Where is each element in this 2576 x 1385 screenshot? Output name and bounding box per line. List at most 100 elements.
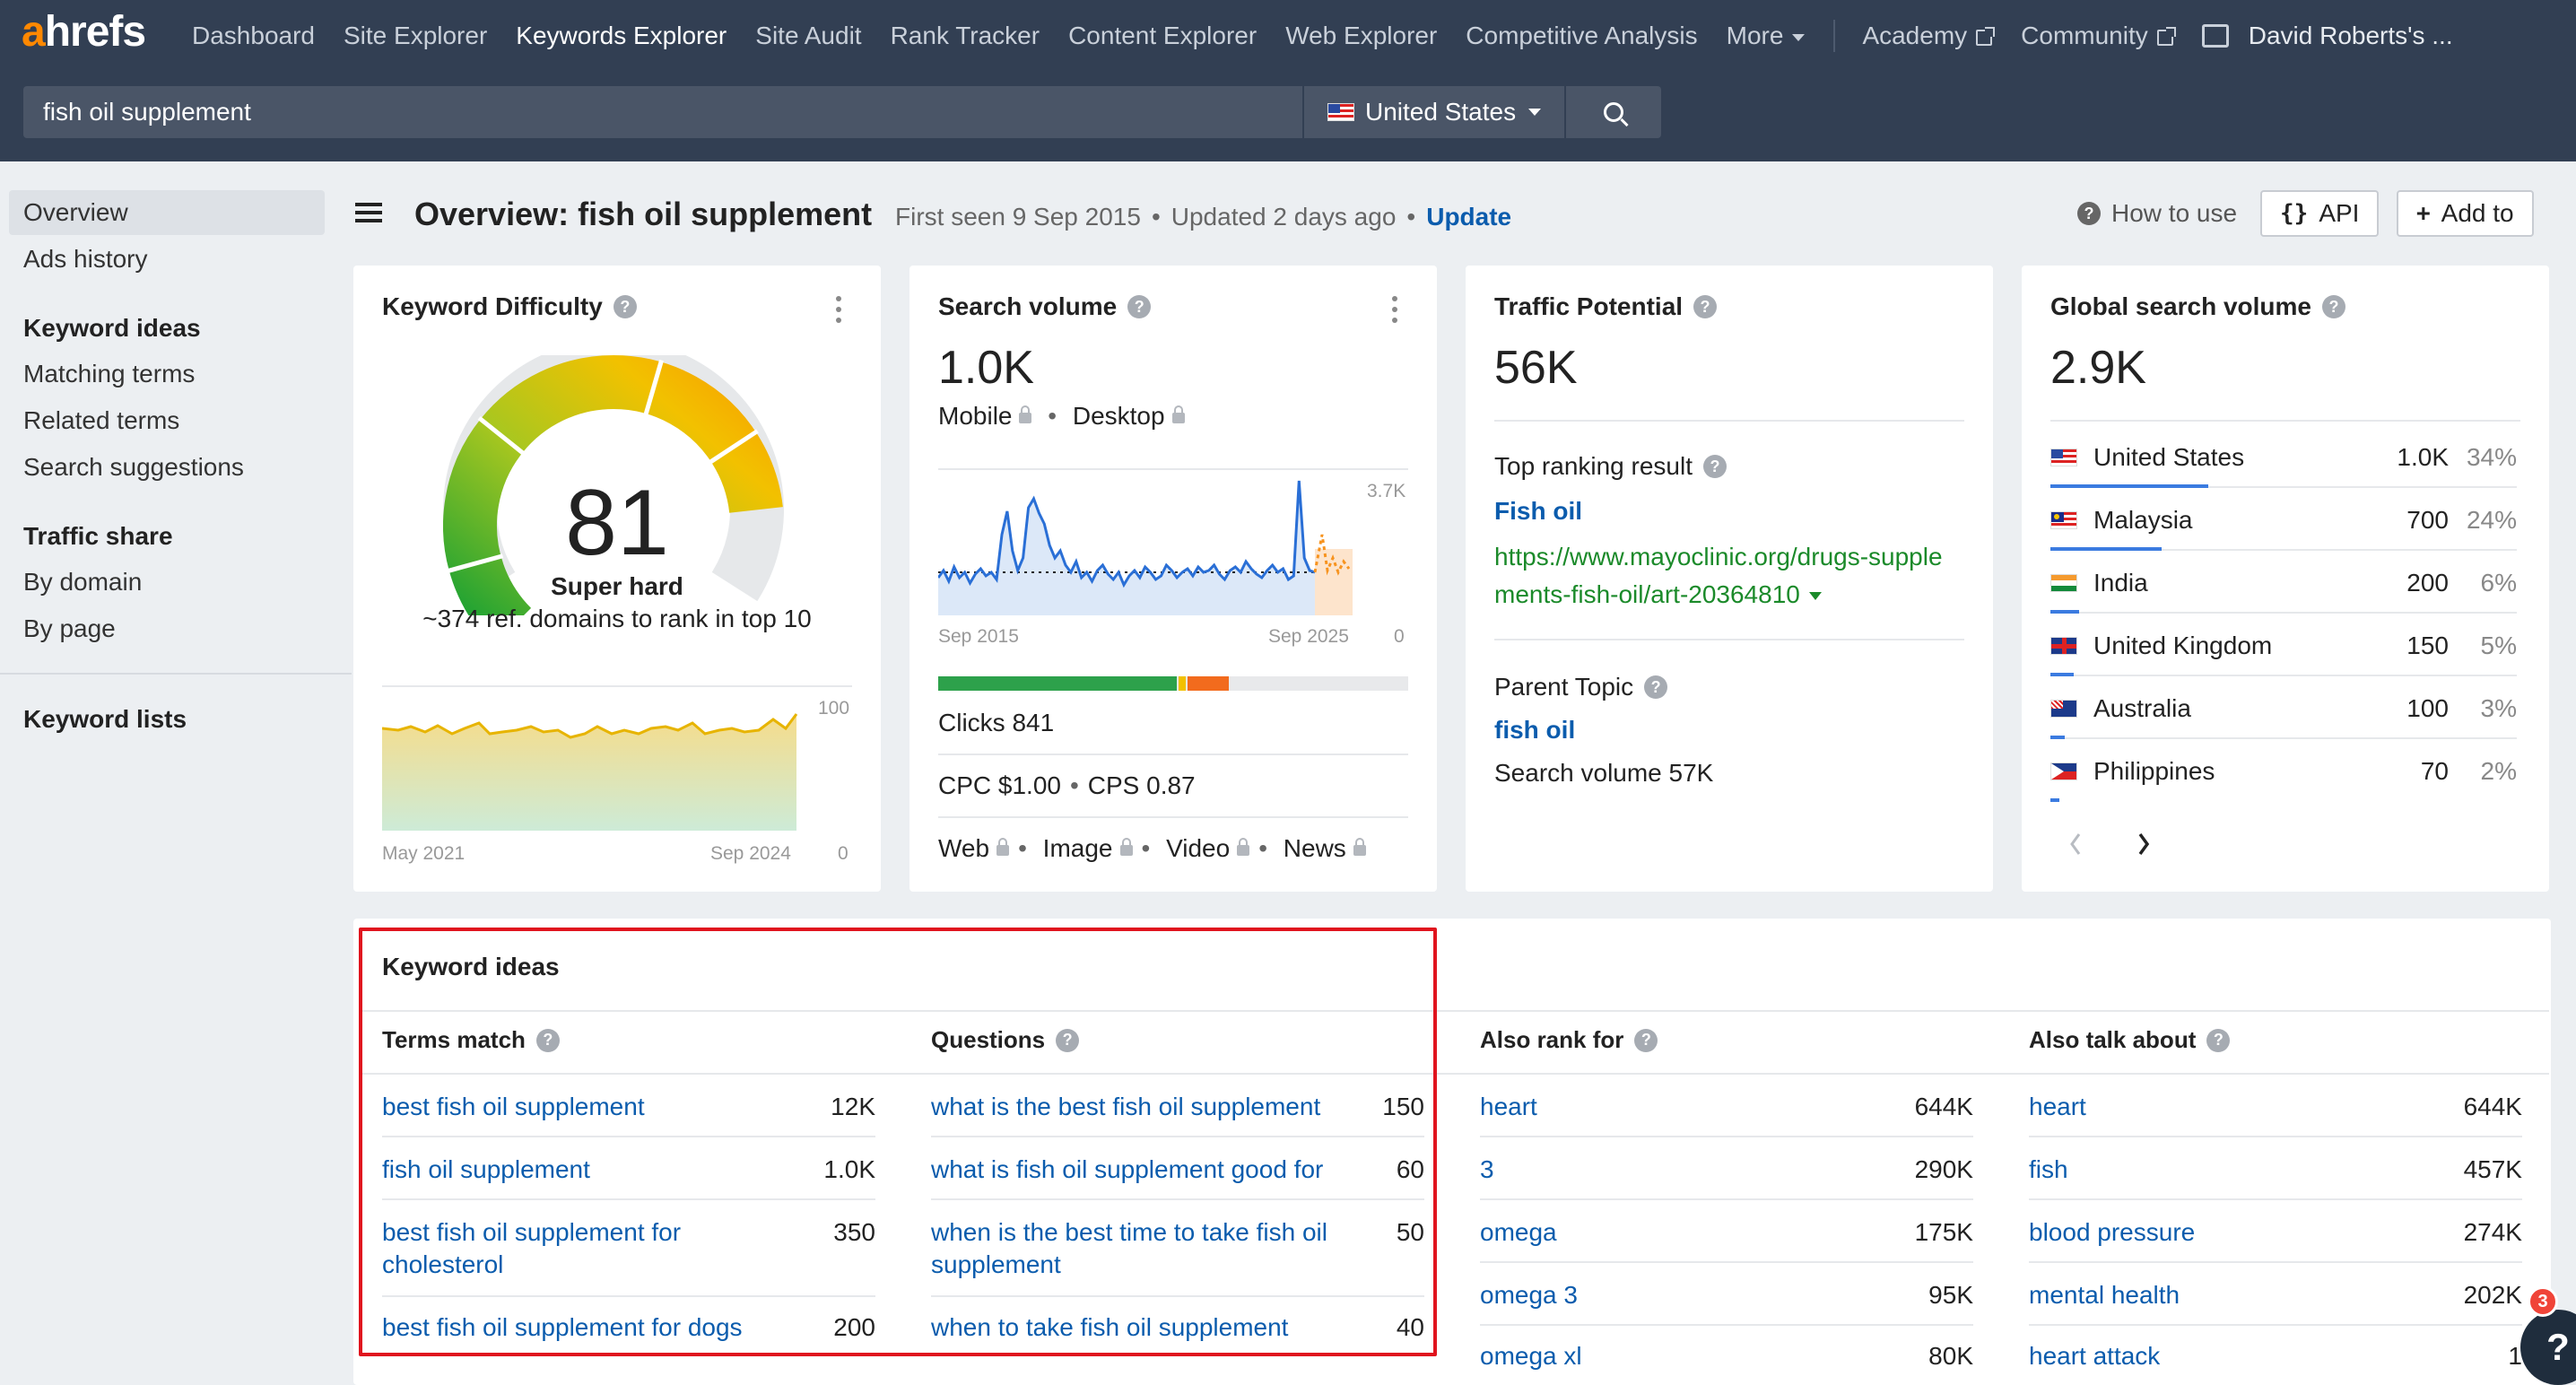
card-title: Keyword Difficulty? — [382, 292, 637, 321]
keyword-link[interactable]: when is the best time to take fish oil s… — [931, 1218, 1327, 1278]
help-circle-icon[interactable]: ? — [2322, 295, 2345, 318]
help-circle-icon[interactable]: ? — [1056, 1028, 1080, 1052]
sidebar-item-search-suggestions[interactable]: Search suggestions — [23, 453, 244, 481]
keyword-link[interactable]: omega 3 — [1480, 1281, 1578, 1309]
card-title: Global search volume? — [2050, 292, 2345, 321]
sidebar-item-by-domain[interactable]: By domain — [23, 568, 143, 596]
row-divider — [1480, 1198, 1973, 1200]
sidebar-item-overview[interactable]: Overview — [9, 190, 325, 235]
country-select[interactable]: United States — [1304, 86, 1564, 138]
keyword-link[interactable]: what is the best fish oil supplement — [931, 1093, 1321, 1120]
help-circle-icon[interactable]: ? — [2206, 1028, 2231, 1052]
top-result-title[interactable]: Fish oil — [1494, 497, 1582, 525]
serp-video: Video — [1166, 834, 1231, 862]
hamburger-menu-icon[interactable] — [355, 203, 382, 222]
gauge-divider — [477, 416, 526, 456]
country-row[interactable]: United Kingdom 150 5% — [2050, 614, 2517, 676]
us-flag-icon — [2050, 449, 2077, 466]
keyword-link[interactable]: blood pressure — [2029, 1218, 2196, 1246]
pagination — [2070, 832, 2150, 856]
nav-site-audit[interactable]: Site Audit — [755, 22, 862, 49]
help-chat-button[interactable]: ? — [2520, 1310, 2576, 1385]
nav-competitive-analysis[interactable]: Competitive Analysis — [1466, 22, 1698, 49]
chevron-down-icon — [1528, 109, 1542, 116]
also-talk-about-header[interactable]: Also talk about? — [2029, 1026, 2231, 1054]
sidebar-item-related-terms[interactable]: Related terms — [23, 406, 180, 434]
nav-content-explorer[interactable]: Content Explorer — [1068, 22, 1258, 49]
terms-match-header[interactable]: Terms match? — [382, 1026, 560, 1054]
keyword-link[interactable]: best fish oil supplement — [382, 1093, 645, 1120]
keyword-link[interactable]: when to take fish oil supplement — [931, 1313, 1289, 1341]
help-circle-icon[interactable]: ? — [1634, 1028, 1658, 1052]
country-volume: 1.0K — [2397, 443, 2449, 471]
keyword-link[interactable]: fish oil supplement — [382, 1155, 590, 1183]
keyword-link[interactable]: best fish oil supplement for cholesterol — [382, 1218, 682, 1278]
keyword-link[interactable]: omega xl — [1480, 1342, 1582, 1370]
keyword-link[interactable]: 3 — [1480, 1155, 1494, 1183]
top-result-url[interactable]: https://www.mayoclinic.org/drugs-supple m… — [1494, 543, 1943, 608]
nav-academy[interactable]: Academy — [1862, 22, 1996, 50]
update-link[interactable]: Update — [1426, 203, 1512, 231]
plus-icon: + — [2416, 200, 2431, 227]
chevron-left-icon[interactable] — [2070, 833, 2081, 855]
difficulty-gauge — [443, 355, 784, 615]
keyword-link[interactable]: what is fish oil supplement good for — [931, 1155, 1324, 1183]
country-row[interactable]: Malaysia 700 24% — [2050, 488, 2517, 551]
also-rank-for-header[interactable]: Also rank for? — [1480, 1026, 1658, 1054]
help-circle-icon[interactable]: ? — [1693, 295, 1718, 318]
help-circle-icon[interactable]: ? — [1127, 295, 1152, 318]
help-circle-icon: ? — [2077, 202, 2101, 225]
questions-header[interactable]: Questions? — [931, 1026, 1080, 1054]
cps-value: CPS 0.87 — [1087, 771, 1196, 799]
country-row[interactable]: India 200 6% — [2050, 551, 2517, 614]
nav-rank-tracker[interactable]: Rank Tracker — [890, 22, 1040, 49]
country-row[interactable]: Australia 100 3% — [2050, 676, 2517, 739]
nav-community[interactable]: Community — [2021, 22, 2176, 50]
ahrefs-logo[interactable]: ahrefs — [22, 8, 146, 56]
nav-more-dropdown[interactable]: More — [1727, 22, 1806, 50]
country-name: India — [2093, 569, 2148, 597]
keyword-link[interactable]: omega — [1480, 1218, 1557, 1246]
keyword-link[interactable]: heart attack — [2029, 1342, 2161, 1370]
keyword-search-input[interactable] — [23, 86, 1302, 138]
keyword-volume: 60 — [1396, 1155, 1424, 1183]
country-row[interactable]: Philippines 70 2% — [2050, 739, 2517, 802]
sidebar-item-keyword-lists[interactable]: Keyword lists — [23, 705, 187, 733]
gauge-divider — [447, 553, 504, 574]
sv-forecast-line — [1313, 534, 1351, 576]
nav-dashboard[interactable]: Dashboard — [192, 22, 315, 49]
keyword-link[interactable]: heart — [2029, 1093, 2086, 1120]
country-share-bar — [2050, 736, 2065, 739]
sidebar-item-by-page[interactable]: By page — [23, 614, 116, 642]
nav-web-explorer[interactable]: Web Explorer — [1285, 22, 1438, 49]
help-circle-icon[interactable]: ? — [535, 1028, 560, 1052]
help-circle-icon[interactable]: ? — [1703, 455, 1727, 478]
sidebar-item-ads-history[interactable]: Ads history — [23, 245, 148, 273]
help-circle-icon[interactable]: ? — [1644, 675, 1668, 699]
gauge-divider — [643, 359, 664, 416]
more-options-icon[interactable] — [836, 296, 841, 323]
keyword-link[interactable]: heart — [1480, 1093, 1537, 1120]
api-button[interactable]: {} API — [2260, 190, 2380, 237]
keyword-link[interactable]: mental health — [2029, 1281, 2180, 1309]
sv-axis-max: 3.7K — [1367, 481, 1406, 501]
keyword-link[interactable]: fish — [2029, 1155, 2068, 1183]
search-button[interactable] — [1566, 86, 1661, 138]
nav-keywords-explorer[interactable]: Keywords Explorer — [516, 22, 727, 49]
keyword-volume: 175K — [1914, 1218, 1973, 1246]
help-circle-icon[interactable]: ? — [613, 295, 637, 318]
country-row[interactable]: United States 1.0K 34% — [2050, 425, 2517, 488]
add-to-button[interactable]: + Add to — [2397, 190, 2534, 237]
sidebar-heading-keyword-ideas[interactable]: Keyword ideas — [23, 314, 201, 342]
chevron-right-icon[interactable] — [2138, 832, 2150, 856]
keyword-link[interactable]: best fish oil supplement for dogs — [382, 1313, 743, 1341]
more-options-icon[interactable] — [1392, 296, 1397, 323]
monitor-icon[interactable] — [2201, 24, 2229, 48]
parent-topic-keyword[interactable]: fish oil — [1494, 716, 1576, 744]
sidebar-item-matching-terms[interactable]: Matching terms — [23, 360, 196, 388]
keyword-volume: 274K — [2463, 1218, 2522, 1246]
account-menu[interactable]: David Roberts's ... — [2248, 22, 2453, 49]
how-to-use-link[interactable]: ? How to use — [2077, 199, 2237, 228]
kd-date-start: May 2021 — [382, 843, 466, 864]
nav-site-explorer[interactable]: Site Explorer — [343, 22, 488, 49]
